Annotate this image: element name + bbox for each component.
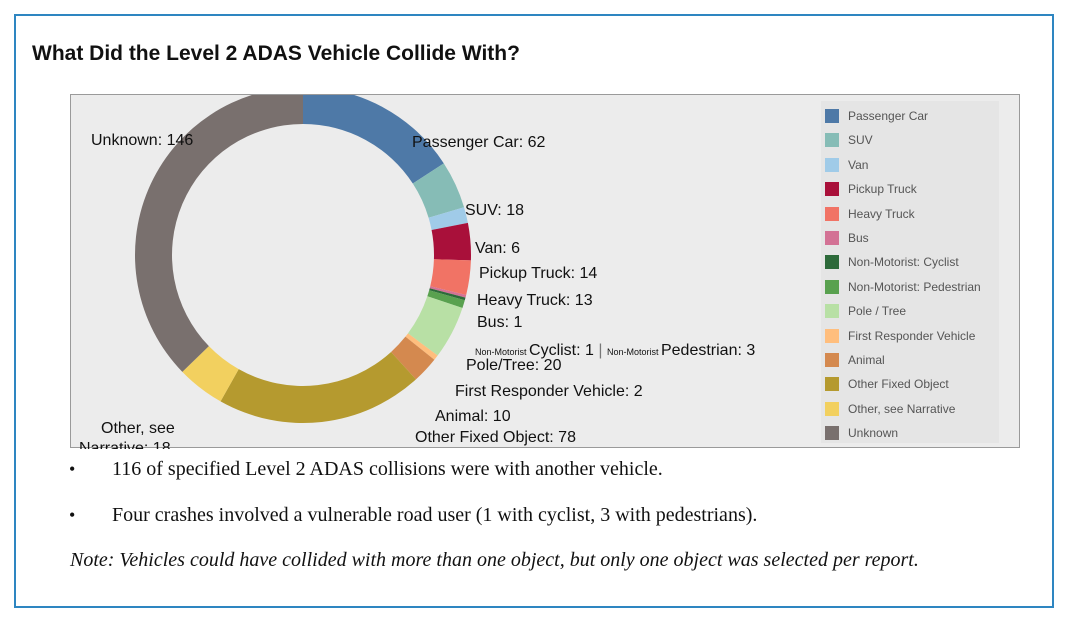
legend-label: Bus bbox=[848, 231, 869, 245]
legend-item-van: Van bbox=[825, 156, 868, 174]
label-unknown: Unknown: 146 bbox=[91, 132, 193, 149]
label-pole-tree: Pole/Tree: 20 bbox=[466, 357, 562, 374]
legend-item-heavy-truck: Heavy Truck bbox=[825, 205, 915, 223]
figure-title: What Did the Level 2 ADAS Vehicle Collid… bbox=[32, 42, 520, 65]
slice-non-motorist-pedestrian bbox=[427, 290, 465, 308]
bullet-item: • 116 of specified Level 2 ADAS collision… bbox=[64, 454, 757, 500]
label-animal: Animal: 10 bbox=[435, 408, 511, 425]
legend-label: First Responder Vehicle bbox=[848, 328, 976, 343]
legend-item-animal: Animal bbox=[825, 351, 885, 369]
legend-label: Van bbox=[848, 157, 869, 172]
slice-other-fixed-object bbox=[220, 351, 416, 423]
legend-swatch bbox=[825, 133, 839, 148]
legend-label: Non-Motorist: Cyclist bbox=[848, 255, 959, 270]
label-other-see-narrative-line1: Other, see bbox=[101, 420, 175, 437]
bullet-text: 116 of specified Level 2 ADAS collisions… bbox=[112, 458, 663, 480]
legend-label: Pole / Tree bbox=[848, 304, 907, 319]
legend-label: Other, see Narrative bbox=[848, 401, 956, 416]
donut-slices bbox=[135, 95, 471, 423]
bullet-text: Four crashes involved a vulnerable road … bbox=[112, 504, 758, 526]
legend-label: Pickup Truck bbox=[848, 182, 917, 197]
chart-panel: Passenger Car: 62 SUV: 18 Van: 6 Pickup Tru… bbox=[70, 94, 1020, 449]
legend-item-pickup-truck: Pickup Truck bbox=[825, 180, 917, 198]
legend-swatch bbox=[825, 328, 839, 343]
slice-passenger-car bbox=[303, 95, 444, 184]
slice-unknown bbox=[135, 95, 303, 372]
legend-label: Non-Motorist: Pedestrian bbox=[848, 279, 981, 294]
legend-swatch bbox=[825, 255, 839, 270]
bullet-dot: • bbox=[69, 459, 76, 479]
slice-first-responder-vehicle bbox=[405, 333, 438, 360]
label-other-fixed-object: Other Fixed Object: 78 bbox=[415, 429, 576, 446]
bullet-item: • Four crashes involved a vulnerable road… bbox=[64, 500, 757, 546]
chart-legend: Passenger Car SUV Van Pickup Truck Heavy Tru… bbox=[821, 101, 999, 443]
legend-label: Unknown bbox=[848, 426, 899, 441]
figure-frame: What Did the Level 2 ADAS Vehicle Collid… bbox=[14, 14, 1054, 608]
legend-item-suv: SUV bbox=[825, 131, 873, 149]
legend-swatch bbox=[825, 109, 839, 123]
legend-swatch bbox=[825, 206, 839, 221]
legend-item-pole-tree: Pole / Tree bbox=[825, 302, 906, 320]
legend-swatch bbox=[825, 304, 839, 319]
slice-animal bbox=[391, 336, 435, 380]
slice-heavy-truck bbox=[430, 259, 471, 296]
legend-swatch bbox=[825, 182, 839, 197]
slice-pickup-truck bbox=[431, 222, 471, 261]
footnote: Note: Vehicles could have collided with … bbox=[70, 549, 919, 571]
label-van: Van: 6 bbox=[475, 240, 520, 257]
legend-swatch bbox=[825, 353, 839, 367]
legend-item-non-motorist-pedestrian: Non-Motorist: Pedestrian bbox=[825, 278, 981, 296]
slice-van bbox=[428, 207, 468, 230]
slice-suv bbox=[412, 163, 465, 218]
legend-item-first-responder-vehicle: First Responder Vehicle bbox=[825, 327, 975, 345]
legend-label: SUV bbox=[848, 133, 873, 148]
legend-item-bus: Bus bbox=[825, 229, 869, 247]
legend-label: Animal bbox=[848, 353, 885, 367]
slice-non-motorist-cyclist bbox=[429, 288, 466, 301]
label-bus: Bus: 1 bbox=[477, 314, 522, 331]
slice-other-see-narrative bbox=[182, 346, 239, 402]
legend-swatch bbox=[825, 157, 839, 172]
legend-item-other-see-narrative: Other, see Narrative bbox=[825, 400, 955, 418]
bullet-list: • 116 of specified Level 2 ADAS collision… bbox=[64, 454, 757, 546]
legend-item-unknown: Unknown bbox=[825, 424, 898, 442]
legend-swatch bbox=[825, 401, 839, 416]
legend-item-non-motorist-cyclist: Non-Motorist: Cyclist bbox=[825, 253, 959, 271]
label-non-motorist: Non-Motorist Cyclist: 1 | Non-Motorist P… bbox=[475, 342, 755, 359]
bullet-dot: • bbox=[69, 505, 76, 525]
legend-swatch bbox=[825, 231, 839, 245]
label-heavy-truck: Heavy Truck: 13 bbox=[477, 292, 593, 309]
slice-labels: Passenger Car: 62 SUV: 18 Van: 6 Pickup Tru… bbox=[79, 132, 755, 449]
donut-chart: Passenger Car: 62 SUV: 18 Van: 6 Pickup Tru… bbox=[79, 95, 755, 449]
label-pickup-truck: Pickup Truck: 14 bbox=[479, 265, 597, 282]
legend-item-passenger-car: Passenger Car bbox=[825, 107, 928, 125]
legend-label: Passenger Car bbox=[848, 109, 929, 123]
label-first-responder-vehicle: First Responder Vehicle: 2 bbox=[455, 383, 643, 400]
slice-bus bbox=[429, 286, 467, 298]
legend-swatch bbox=[825, 426, 839, 441]
legend-item-other-fixed-object: Other Fixed Object bbox=[825, 375, 949, 393]
label-suv: SUV: 18 bbox=[465, 202, 524, 219]
label-other-see-narrative-line2: Narrative: 18 bbox=[79, 440, 171, 449]
legend-swatch bbox=[825, 377, 839, 392]
label-passenger-car: Passenger Car: 62 bbox=[412, 134, 546, 151]
legend-label: Other Fixed Object bbox=[848, 377, 949, 392]
legend-swatch bbox=[825, 279, 839, 294]
legend-label: Heavy Truck bbox=[848, 206, 915, 221]
slice-pole-tree bbox=[407, 296, 463, 356]
